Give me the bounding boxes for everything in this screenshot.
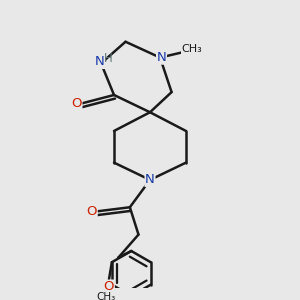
Text: N: N <box>157 51 166 64</box>
Text: H: H <box>104 52 112 64</box>
Text: N: N <box>95 56 104 68</box>
Text: O: O <box>87 205 97 218</box>
Text: O: O <box>71 97 82 110</box>
Text: CH₃: CH₃ <box>97 292 116 300</box>
Text: CH₃: CH₃ <box>182 44 202 54</box>
Text: N: N <box>145 173 155 186</box>
Text: O: O <box>104 280 114 293</box>
